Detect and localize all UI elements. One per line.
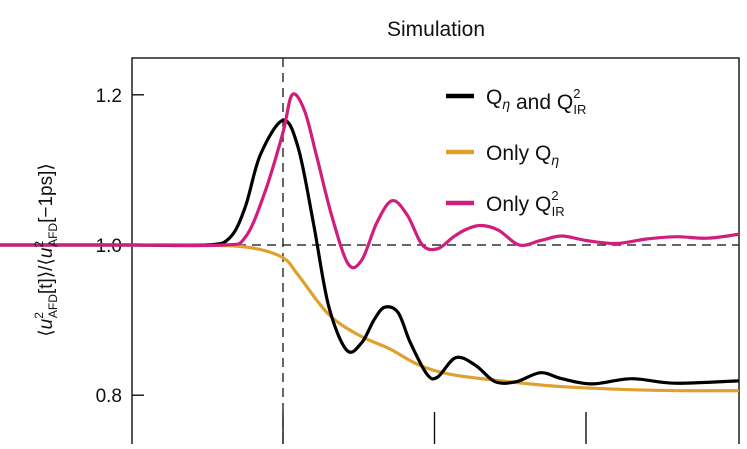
y-tick-label: 1.2 <box>96 86 122 107</box>
reference-lines <box>132 58 739 446</box>
legend-label: Only Qη <box>486 142 559 168</box>
x-axis-ticks <box>282 412 587 446</box>
plot-frame <box>131 57 740 447</box>
legend-label: Only Q2 IR <box>486 188 565 219</box>
series-q-eta-and-q-ir-line <box>0 118 740 386</box>
y-tick-label: 0.8 <box>96 386 122 407</box>
series-only-q-ir-line <box>0 92 740 270</box>
series-lines <box>0 92 740 393</box>
legend-label: Qη and Q2 IR <box>486 86 586 117</box>
chart-legend: Qη and Q2 IR Only Qη Only Q2 IR <box>446 86 586 219</box>
series-only-q-eta-line <box>0 243 740 393</box>
chart-title: Simulation <box>387 18 485 41</box>
y-axis-label: ⟨u2AFD[t]⟩/⟨u2AFD[−1ps]⟩ <box>32 163 60 337</box>
